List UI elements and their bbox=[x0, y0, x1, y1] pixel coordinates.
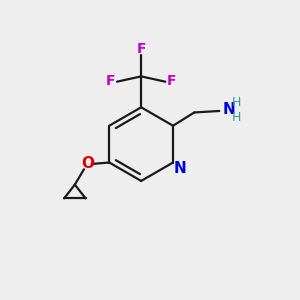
Text: H: H bbox=[232, 111, 242, 124]
Text: N: N bbox=[222, 102, 235, 117]
Text: N: N bbox=[173, 161, 186, 176]
Text: F: F bbox=[167, 74, 176, 88]
Text: F: F bbox=[106, 74, 115, 88]
Text: H: H bbox=[232, 96, 242, 109]
Text: O: O bbox=[81, 157, 94, 172]
Text: F: F bbox=[136, 42, 146, 56]
